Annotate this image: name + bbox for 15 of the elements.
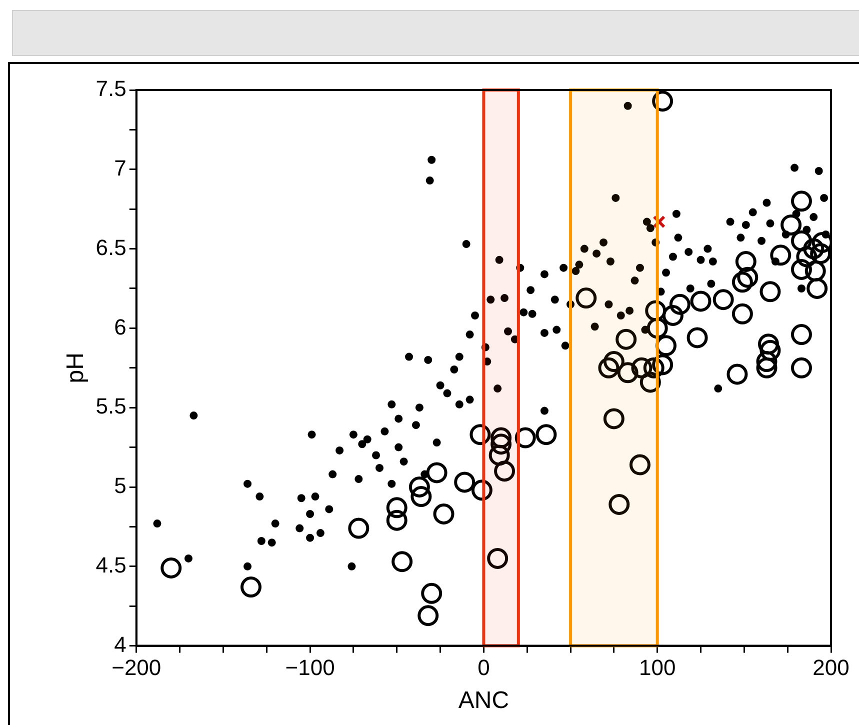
y-tick-label: 6: [114, 314, 126, 340]
x-tick-label: −200: [112, 655, 162, 680]
y-tick-label: 4: [114, 632, 126, 657]
x-tick-label: 0: [478, 655, 490, 680]
x-tick-label: 100: [638, 655, 676, 680]
x-axis-title: ANC: [458, 687, 510, 714]
x-tick-label: 200: [812, 655, 850, 680]
y-tick-label: 4.5: [96, 552, 126, 578]
y-tick-label: 7: [114, 155, 126, 180]
y-tick-label: 5: [114, 473, 126, 498]
x-tick-label: −100: [285, 655, 335, 680]
y-tick-label: 6.5: [96, 234, 126, 260]
y-axis-title: pH: [62, 352, 90, 384]
y-tick-label: 7.5: [96, 76, 126, 102]
y-tick-label: 5.5: [96, 394, 126, 419]
